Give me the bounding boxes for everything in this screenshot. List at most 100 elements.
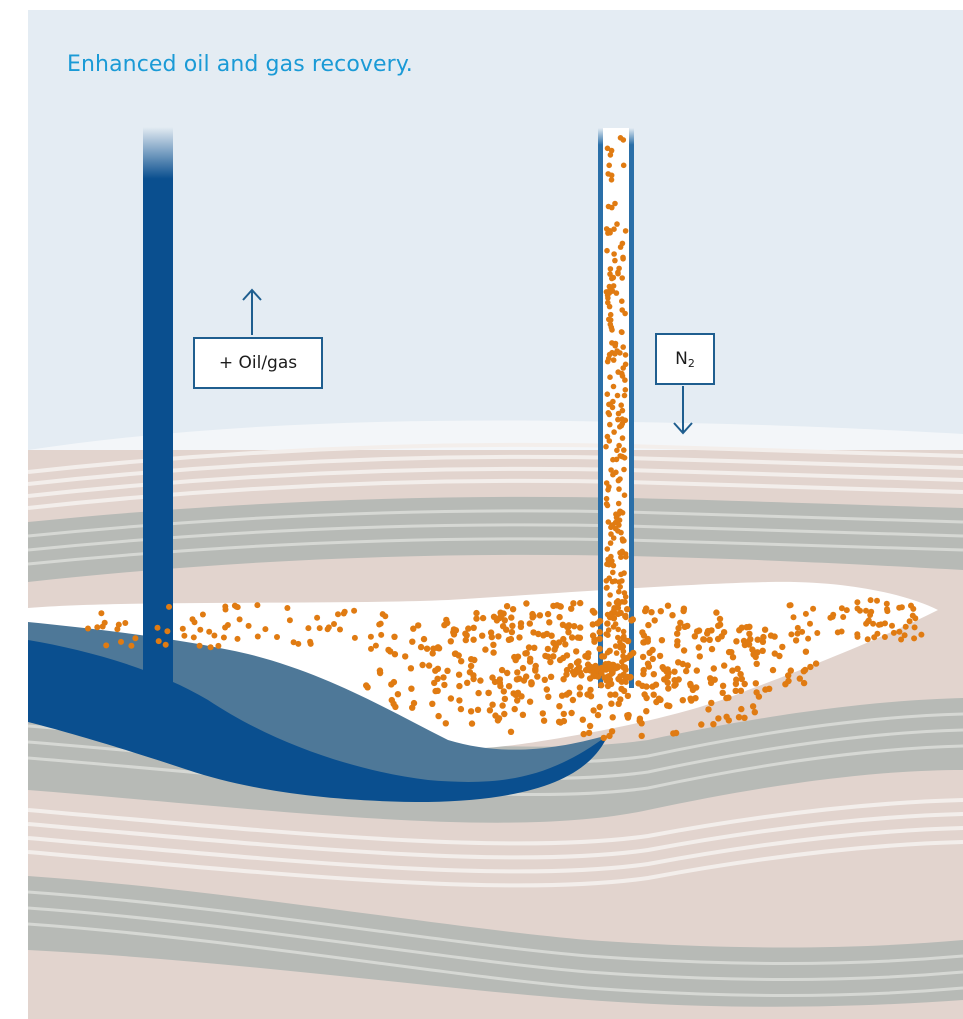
- nitrogen-particle: [539, 710, 546, 717]
- nitrogen-particle: [467, 662, 475, 670]
- nitrogen-particle: [715, 715, 722, 722]
- nitrogen-particle: [392, 703, 399, 711]
- nitrogen-particle: [882, 620, 888, 627]
- nitrogen-particle: [868, 608, 875, 615]
- nitrogen-particle: [616, 265, 622, 272]
- nitrogen-particle: [615, 369, 621, 375]
- nitrogen-particle: [410, 699, 418, 707]
- nitrogen-particle: [101, 619, 108, 626]
- nitrogen-particle: [596, 635, 603, 642]
- nitrogen-particle: [683, 667, 690, 675]
- nitrogen-particle: [482, 646, 489, 653]
- nitrogen-particle: [608, 671, 615, 677]
- nitrogen-particle: [94, 624, 101, 631]
- nitrogen-particle: [610, 283, 617, 289]
- nitrogen-particle: [379, 611, 386, 618]
- nitrogen-particle: [523, 650, 530, 657]
- nitrogen-particle: [615, 700, 622, 707]
- nitrogen-particle: [911, 624, 918, 631]
- nitrogen-particle: [447, 695, 455, 702]
- nitrogen-particle: [610, 624, 617, 630]
- nitrogen-particle: [752, 680, 759, 687]
- nitrogen-particle: [305, 625, 312, 632]
- nitrogen-particle: [607, 540, 614, 546]
- nitrogen-particle: [435, 712, 442, 720]
- nitrogen-particle: [573, 648, 580, 655]
- nitrogen-particle: [714, 635, 722, 643]
- nitrogen-particle: [571, 671, 578, 678]
- nitrogen-particle: [543, 630, 551, 638]
- nitrogen-particle: [536, 612, 544, 619]
- nitrogen-particle: [462, 630, 469, 637]
- nitrogen-particle: [568, 605, 575, 612]
- nitrogen-particle: [620, 648, 627, 655]
- nitrogen-particle: [447, 638, 454, 645]
- nitrogen-particle: [407, 665, 415, 672]
- nitrogen-particle: [785, 672, 792, 679]
- nitrogen-particle: [619, 659, 625, 665]
- nitrogen-particle: [854, 631, 861, 638]
- nitrogen-particle: [620, 365, 626, 371]
- nitrogen-particle: [802, 648, 810, 655]
- nitrogen-particle: [550, 653, 557, 660]
- nitrogen-particle: [181, 632, 188, 639]
- nitrogen-particle: [805, 635, 812, 642]
- nitrogen-particle: [671, 668, 678, 675]
- nitrogen-particle: [274, 634, 280, 640]
- nitrogen-particle: [710, 665, 717, 672]
- nitrogen-particle: [610, 535, 617, 541]
- nitrogen-particle: [906, 618, 913, 625]
- nitrogen-particle: [612, 643, 619, 649]
- nitrogen-particle: [474, 706, 482, 713]
- nitrogen-particle: [874, 597, 880, 604]
- nitrogen-particle: [331, 621, 337, 627]
- nitrogen-particle: [603, 631, 609, 637]
- nitrogen-particle: [769, 666, 777, 674]
- nitrogen-particle: [648, 609, 655, 616]
- arrow-up-icon: [242, 288, 262, 335]
- nitrogen-particle: [468, 720, 476, 727]
- nitrogen-particle: [531, 644, 538, 651]
- nitrogen-particle: [490, 613, 498, 620]
- nitrogen-particle: [693, 667, 700, 674]
- nitrogen-particle: [729, 667, 736, 674]
- nitrogen-particle: [608, 531, 614, 537]
- nitrogen-particle: [802, 610, 809, 617]
- nitrogen-particle: [590, 707, 597, 714]
- nitrogen-particle: [762, 686, 769, 693]
- nitrogen-particle: [589, 607, 596, 615]
- nitrogen-particle: [741, 714, 748, 721]
- nitrogen-particle: [607, 321, 614, 328]
- nitrogen-particle: [423, 645, 431, 652]
- nitrogen-particle: [618, 422, 625, 429]
- diagram-title: Enhanced oil and gas recovery.: [67, 52, 413, 77]
- nitrogen-particle: [335, 611, 341, 618]
- nitrogen-particle: [596, 645, 603, 652]
- nitrogen-particle: [725, 694, 732, 701]
- nitrogen-particle: [598, 664, 605, 672]
- nitrogen-particle: [603, 501, 610, 507]
- nitrogen-particle: [499, 623, 507, 630]
- nitrogen-particle: [550, 639, 557, 647]
- nitrogen-particle: [582, 653, 589, 660]
- nitrogen-particle: [612, 257, 618, 264]
- nitrogen-particle: [211, 632, 218, 639]
- nitrogen-particle: [607, 592, 613, 598]
- nitrogen-particle: [391, 633, 398, 640]
- nitrogen-particle: [596, 703, 603, 711]
- nitrogen-particle: [616, 522, 622, 528]
- nitrogen-particle: [642, 607, 649, 615]
- nitrogen-particle: [684, 662, 691, 669]
- nitrogen-particle: [751, 709, 758, 716]
- nitrogen-particle: [622, 228, 629, 234]
- nitrogen-particle: [606, 411, 613, 418]
- nitrogen-particle: [337, 626, 343, 633]
- nitrogen-particle: [618, 685, 625, 693]
- nitrogen-particle: [513, 676, 521, 683]
- nitrogen-particle: [665, 670, 672, 677]
- nitrogen-particle: [863, 607, 869, 614]
- nitrogen-particle: [479, 632, 486, 639]
- nitrogen-particle: [898, 636, 905, 643]
- nitrogen-particle: [612, 351, 618, 357]
- nitrogen-particle: [491, 678, 499, 686]
